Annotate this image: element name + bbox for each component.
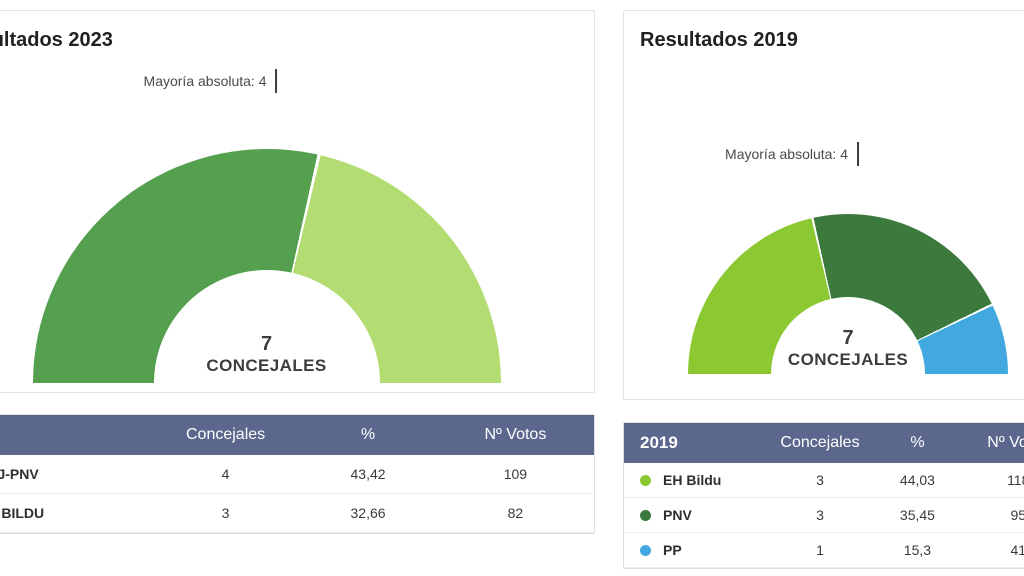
votes-cell: 109 — [503, 466, 528, 482]
party-name: PNV — [663, 507, 692, 523]
gauge-center-label: 7 CONCEJALES — [688, 327, 1008, 370]
total-seats-value: 7 — [260, 333, 273, 355]
results-2019-chart-card: Resultados 2019 Mayoría absoluta: 4 7 CO… — [623, 10, 1024, 400]
pct-cell: 35,45 — [899, 507, 935, 523]
votes-cell: 118 — [1007, 472, 1024, 488]
table-row: PNV 3 35,45 95 — [624, 498, 1024, 533]
year-header: 2019 — [640, 433, 678, 452]
table-row: EH BILDU 3 32,66 82 — [0, 494, 594, 533]
panel-title-2023: Resultados 2023 — [0, 29, 113, 51]
table-header-row: 2019 Concejales % Nº Votos — [624, 423, 1024, 463]
total-seats-caption: CONCEJALES — [787, 350, 909, 369]
votes-cell: 95 — [1010, 507, 1024, 523]
seats-cell: 4 — [221, 466, 230, 482]
seats-cell: 1 — [816, 542, 824, 558]
table-header-row: Concejales % Nº Votos — [0, 415, 594, 455]
results-2019-table: 2019 Concejales % Nº Votos EH Bildu 3 44… — [623, 422, 1024, 569]
seats-cell: 3 — [816, 472, 824, 488]
pct-cell: 32,66 — [350, 505, 386, 521]
party-name: PP — [663, 542, 682, 558]
majority-marker-icon — [275, 69, 278, 93]
pct-cell: 15,3 — [903, 542, 932, 558]
pct-cell: 43,42 — [350, 466, 386, 482]
seat-gauge-2019: 7 CONCEJALES — [688, 214, 1008, 374]
votes-cell: 82 — [507, 505, 524, 521]
majority-label: Mayoría absoluta: 4 — [725, 146, 848, 162]
table-row: EH Bildu 3 44,03 118 — [624, 463, 1024, 498]
majority-marker-icon — [857, 142, 859, 166]
party-dot-icon — [640, 544, 651, 556]
party-name: EH BILDU — [0, 505, 45, 521]
col-header-concejales: Concejales — [185, 426, 266, 443]
party-dot-icon — [640, 509, 651, 521]
col-header-concejales: Concejales — [780, 434, 860, 451]
col-header-votes: Nº Votos — [987, 434, 1024, 451]
col-header-votes: Nº Votos — [484, 426, 547, 443]
majority-label: Mayoría absoluta: 4 — [143, 73, 267, 89]
majority-annotation: Mayoría absoluta: 4 — [144, 69, 278, 93]
party-dot-icon — [640, 474, 651, 486]
gauge-center-label: 7 CONCEJALES — [33, 333, 501, 376]
pct-cell: 44,03 — [899, 472, 935, 488]
col-header-pct: % — [910, 434, 925, 451]
total-seats-value: 7 — [842, 327, 854, 349]
total-seats-caption: CONCEJALES — [206, 356, 327, 375]
results-2023-table: Concejales % Nº Votos EAJ-PNV 4 43,42 10… — [0, 414, 595, 534]
seats-cell: 3 — [221, 505, 230, 521]
seat-gauge-2023: 7 CONCEJALES — [32, 149, 501, 383]
votes-cell: 41 — [1010, 542, 1024, 558]
seats-cell: 3 — [816, 507, 824, 523]
table-row: PP 1 15,3 41 — [624, 533, 1024, 568]
party-name: EAJ-PNV — [0, 466, 39, 482]
col-header-pct: % — [360, 426, 376, 443]
majority-annotation: Mayoría absoluta: 4 — [725, 142, 859, 166]
table-row: EAJ-PNV 4 43,42 109 — [0, 455, 594, 494]
results-2023-chart-card: Resultados 2023 Mayoría absoluta: 4 7 CO… — [0, 10, 595, 393]
party-name: EH Bildu — [663, 472, 722, 488]
panel-title-2019: Resultados 2019 — [640, 29, 798, 51]
